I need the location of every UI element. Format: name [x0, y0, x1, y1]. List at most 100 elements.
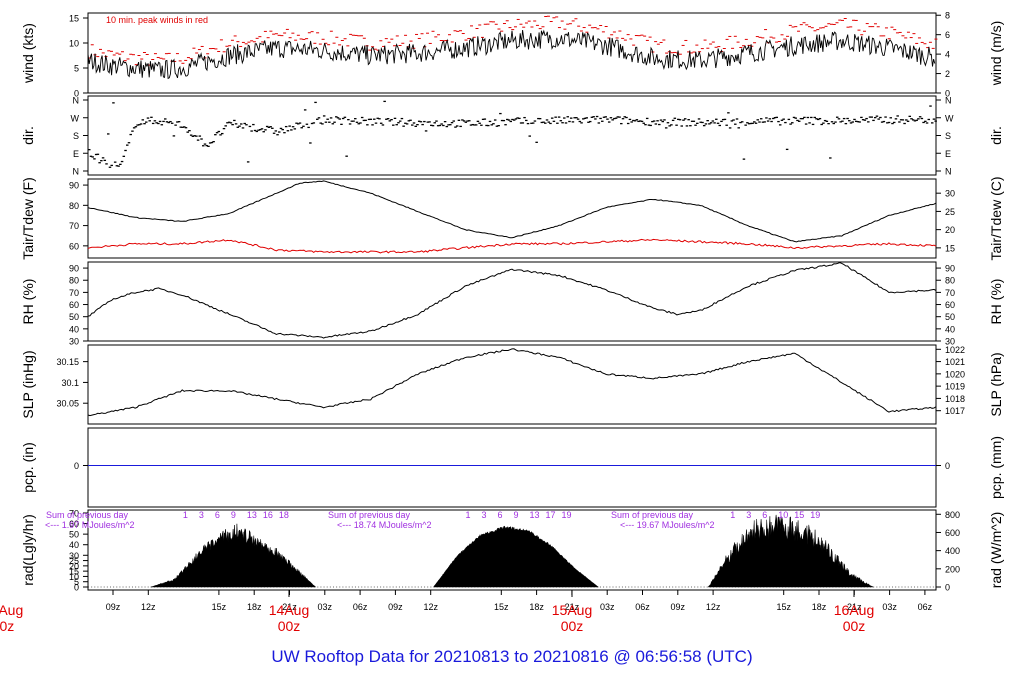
panel-6-ytick-label: 10	[69, 572, 79, 582]
panel-2-ytick-right-label: 25	[945, 207, 955, 217]
panel-1-ylabel: dir.	[20, 126, 36, 145]
panel-2-ytick-label: 80	[69, 201, 79, 211]
panel-0-ylabel-right: wind (m/s)	[988, 21, 1004, 87]
radiation-sum-label: Sum of previous day	[46, 510, 129, 520]
x-hour-label: 09z	[671, 602, 686, 612]
panel-3-ytick-right-label: 80	[945, 276, 955, 286]
panel-3-ytick-label: 80	[69, 276, 79, 286]
panel-3-ytick-label: 40	[69, 324, 79, 334]
panel-1-ytick-label: N	[73, 96, 80, 106]
x-date-label: 15Aug	[552, 602, 592, 618]
panel-6-ytick-label: 50	[69, 530, 79, 540]
panel-0-ytick-label: 0	[74, 89, 79, 99]
x-hour-label: 21z	[847, 602, 862, 612]
panel-0-ytick-right-label: 6	[945, 30, 950, 40]
panel-4-ytick-right-label: 1017	[945, 406, 965, 416]
pressure-line	[87, 348, 937, 417]
panel-2-ytick-label: 70	[69, 221, 79, 231]
x-hour-label: 03z	[318, 602, 333, 612]
panel-0-ytick-right-label: 8	[945, 11, 950, 21]
panel-4-ylabel-right: SLP (hPa)	[988, 352, 1004, 416]
panel-6-ytick-right-label: 400	[945, 546, 960, 556]
x-hour-label: 15z	[212, 602, 227, 612]
radiation-hour-tick: 6	[497, 510, 502, 520]
panel-1-ytick-right-label: S	[945, 131, 951, 141]
radiation-sum-label: Sum of previous day	[611, 510, 694, 520]
panel-1-ytick-label: E	[73, 149, 79, 159]
panel-6-ytick-label: 25	[69, 556, 79, 566]
x-hour-label: 06z	[353, 602, 368, 612]
panel-frame-4	[87, 344, 937, 425]
panel-0-ylabel: wind (kts)	[20, 23, 36, 84]
panel-3-ytick-right-label: 90	[945, 264, 955, 274]
panel-6-ylabel: rad(Lgly/hr)	[20, 514, 36, 586]
x-hour-label: 15z	[494, 602, 509, 612]
panel-3-ytick-label: 70	[69, 288, 79, 298]
x-hour-label: 18z	[812, 602, 827, 612]
radiation-hour-tick: 9	[513, 510, 518, 520]
panel-4-ytick-right-label: 1019	[945, 382, 965, 392]
panel-3-ytick-label: 60	[69, 300, 79, 310]
panel-3-ytick-label: 30	[69, 337, 79, 347]
panel-1-ylabel-right: dir.	[988, 126, 1004, 145]
panel-1-ytick-label: S	[73, 131, 79, 141]
x-hour-label: 12z	[141, 602, 156, 612]
radiation-hour-tick: 1	[183, 510, 188, 520]
radiation-hour-tick: 3	[481, 510, 486, 520]
panel-3-ytick-label: 90	[69, 264, 79, 274]
panel-5-ylabel-right: pcp. (mm)	[988, 436, 1004, 499]
radiation-sum-value: <--- 1.97 MJoules/m^2	[45, 520, 135, 530]
panel-3-ytick-right-label: 50	[945, 312, 955, 322]
panel-3-ylabel: RH (%)	[20, 279, 36, 325]
panel-6-ytick-label: 30	[69, 551, 79, 561]
dewpoint-line	[87, 238, 937, 254]
wind-speed-line	[87, 29, 936, 80]
panel-5-ytick-label: 0	[74, 461, 79, 471]
panel-2-ytick-label: 60	[69, 241, 79, 251]
relative-humidity-line	[87, 262, 937, 339]
panel-2-ytick-right-label: 15	[945, 243, 955, 253]
panel-frame-3	[87, 261, 937, 342]
radiation-hour-tick: 19	[810, 510, 820, 520]
panel-2-ytick-right-label: 30	[945, 189, 955, 199]
panel-6-ytick-label: 5	[74, 577, 79, 587]
panel-5-ylabel: pcp. (in)	[20, 442, 36, 493]
panel-3-ytick-right-label: 40	[945, 324, 955, 334]
x-date-z-label: 00z	[278, 618, 301, 634]
panel-3-ytick-right-label: 60	[945, 300, 955, 310]
radiation-hour-tick: 15	[794, 510, 804, 520]
radiation-hour-tick: 10	[778, 510, 788, 520]
panel-0-ytick-right-label: 0	[945, 89, 950, 99]
panel-0-ytick-label: 10	[69, 39, 79, 49]
panel-6-ytick-label: 60	[69, 519, 79, 529]
panel-4-ytick-right-label: 1021	[945, 357, 965, 367]
radiation-sum-value: <--- 19.67 MJoules/m^2	[620, 520, 715, 530]
panel-6-ytick-label: 0	[74, 583, 79, 593]
x-hour-label: 09z	[106, 602, 121, 612]
x-hour-label: 03z	[882, 602, 897, 612]
x-hour-label: 21z	[565, 602, 580, 612]
panel-1-ytick-label: W	[71, 113, 80, 123]
panel-1-ytick-right-label: N	[945, 167, 952, 177]
radiation-hour-tick: 1	[730, 510, 735, 520]
panel-3-ytick-right-label: 70	[945, 288, 955, 298]
x-hour-label: 09z	[388, 602, 403, 612]
panel-4-ylabel: SLP (inHg)	[20, 350, 36, 418]
x-hour-label: 12z	[423, 602, 438, 612]
radiation-hour-tick: 18	[279, 510, 289, 520]
radiation-hour-tick: 6	[215, 510, 220, 520]
x-date-z-label: 00z	[561, 618, 584, 634]
panel-0-ytick-right-label: 2	[945, 69, 950, 79]
radiation-area-day-2	[433, 525, 600, 588]
panel-6-ytick-right-label: 600	[945, 528, 960, 538]
radiation-hour-tick: 19	[561, 510, 571, 520]
radiation-hour-tick: 9	[231, 510, 236, 520]
radiation-area-day-3	[707, 514, 875, 588]
x-date-label: 13Aug	[0, 602, 23, 618]
radiation-hour-tick: 3	[199, 510, 204, 520]
x-hour-label: 03z	[600, 602, 615, 612]
panel-6-ylabel-right: rad (W/m^2)	[988, 512, 1004, 589]
radiation-area-day-1	[150, 523, 317, 588]
radiation-hour-tick: 13	[529, 510, 539, 520]
panel-6-ytick-label: 40	[69, 540, 79, 550]
